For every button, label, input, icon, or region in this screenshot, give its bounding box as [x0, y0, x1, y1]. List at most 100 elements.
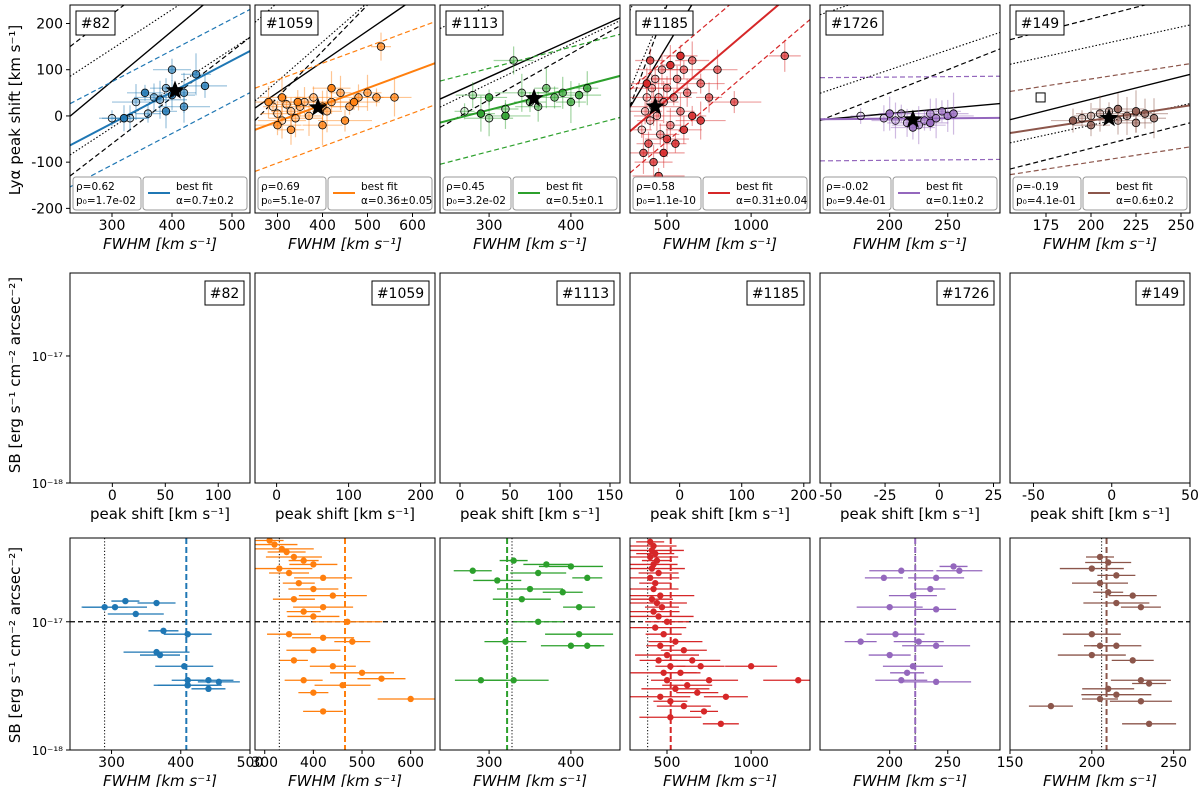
- data-point: [281, 348, 287, 354]
- data-point: [692, 327, 698, 333]
- ref-line-dotted: [820, 31, 1000, 94]
- data-point: [664, 307, 670, 313]
- x-axis-label: peak shift [km s⁻¹]: [1030, 505, 1170, 523]
- panel-frame: [1009, 537, 1191, 751]
- data-point: [484, 114, 494, 123]
- data-point: [689, 657, 696, 664]
- data-point: [667, 698, 674, 705]
- p0-value: p₀=1.7e-02: [76, 195, 136, 207]
- x-tick-label: 300: [476, 755, 503, 771]
- data-point: [698, 338, 704, 344]
- panel-id-box: [825, 10, 884, 36]
- panel-id-box: [371, 280, 430, 306]
- data-point: [642, 79, 652, 88]
- data-point: [1104, 559, 1112, 566]
- x-tick-label: 200: [790, 488, 817, 504]
- panel-id-box: [1015, 10, 1065, 36]
- data-point: [125, 338, 131, 344]
- data-point: [469, 567, 476, 574]
- panel-id-box: [936, 280, 995, 306]
- data-point: [686, 312, 692, 318]
- data-point: [662, 134, 672, 144]
- x-axis-label: FWHM [km s⁻¹]: [853, 235, 967, 253]
- rho-value: ρ=0.45: [446, 181, 485, 193]
- data-point: [657, 642, 664, 649]
- data-point: [670, 369, 676, 375]
- data-point: [1068, 116, 1078, 125]
- y-tick-label: 10⁻¹⁷: [32, 616, 63, 630]
- x-axis-label: FWHM [km s⁻¹]: [1043, 235, 1157, 253]
- data-point: [653, 599, 661, 607]
- data-point: [644, 139, 653, 148]
- data-point: [658, 603, 666, 611]
- data-point: [295, 320, 301, 326]
- ref-line-dotted: [255, 5, 366, 102]
- data-point: [558, 88, 567, 98]
- ref-line-dotted: [70, 5, 181, 77]
- data-point: [673, 391, 679, 397]
- data-point: [1129, 592, 1136, 599]
- data-point: [1113, 691, 1120, 698]
- data-point: [157, 423, 163, 429]
- fit-envelope: [70, 8, 250, 105]
- fit-envelope: [1010, 146, 1190, 176]
- data-point: [1069, 377, 1075, 383]
- data-point: [160, 627, 167, 635]
- data-point: [704, 93, 714, 102]
- x-tick-label: 25: [985, 488, 1003, 504]
- data-point: [304, 111, 314, 121]
- data-point: [652, 550, 659, 557]
- data-point: [676, 107, 685, 116]
- panel-frame: [1009, 272, 1191, 484]
- panel-p82-row1-plot: [70, 5, 250, 188]
- data-point: [898, 567, 905, 574]
- data-point: [293, 97, 302, 107]
- ref-line-solid: [1010, 73, 1190, 121]
- data-point: [885, 109, 894, 118]
- data-point: [210, 432, 216, 438]
- data-point: [273, 109, 282, 118]
- data-point: [910, 330, 916, 336]
- data-point: [167, 423, 173, 429]
- alpha-value: α=0.1±0.2: [926, 195, 984, 207]
- data-point: [179, 102, 189, 111]
- data-point: [672, 74, 682, 84]
- x-tick-label: 600: [397, 755, 424, 771]
- x-tick-label: 400: [159, 218, 186, 234]
- data-point: [205, 685, 212, 693]
- x-tick-label: 250: [1168, 218, 1195, 234]
- data-point: [705, 677, 713, 684]
- data-point: [666, 60, 675, 70]
- data-point: [650, 608, 657, 615]
- p0-value: p₀=4.1e-01: [1016, 195, 1076, 207]
- data-point: [583, 83, 592, 93]
- data-point: [288, 423, 294, 429]
- x-tick-label: 100: [335, 488, 362, 504]
- data-point: [696, 79, 705, 88]
- data-point: [266, 538, 273, 544]
- data-point: [107, 114, 117, 123]
- data-point: [729, 421, 735, 427]
- data-point: [534, 569, 542, 577]
- data-point: [770, 419, 776, 425]
- panel-frame: [629, 537, 811, 751]
- y-tick-label: 100: [36, 63, 63, 79]
- x-tick-label: 300: [476, 218, 503, 234]
- data-point: [1116, 290, 1122, 296]
- data-point: [310, 647, 317, 654]
- data-point: [300, 677, 307, 684]
- data-point: [663, 618, 671, 625]
- data-point: [655, 569, 662, 577]
- data-point: [657, 65, 667, 74]
- data-point: [688, 111, 697, 121]
- data-point: [893, 300, 899, 306]
- panel-p1726-row1-plot: [820, 5, 1000, 162]
- x-axis-label: peak shift [km s⁻¹]: [840, 505, 980, 523]
- data-point: [157, 403, 163, 409]
- stacked-star-marker: [308, 97, 328, 116]
- data-point: [477, 350, 483, 356]
- legend-label: best fit: [926, 181, 963, 193]
- x-axis-label: peak shift [km s⁻¹]: [650, 505, 790, 523]
- fit-envelope: [70, 92, 250, 188]
- x-tick-label: 200: [407, 488, 434, 504]
